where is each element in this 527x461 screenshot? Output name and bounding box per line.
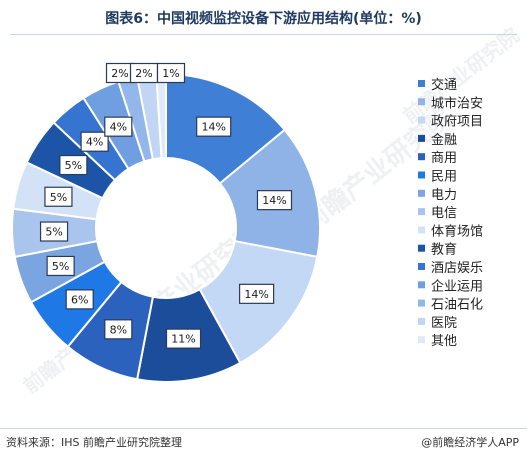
slice-label-box [46,255,75,277]
slice-value-label: 4% [110,121,127,134]
legend-swatch [418,226,425,234]
legend-swatch [418,171,425,179]
legend-label: 交通 [431,77,457,93]
legend-swatch [418,153,425,161]
legend-swatch [418,189,425,197]
slice-value-label: 5% [52,260,69,273]
legend-label: 酒店娱乐 [431,261,483,276]
footer-divider [0,428,527,429]
legend-label: 电信 [431,206,457,221]
slice-value-label: 6% [71,293,88,306]
legend-label: 商用 [431,151,457,166]
legend-swatch [418,263,425,270]
legend-label: 民用 [431,170,457,185]
slice-value-label: 4% [86,136,103,149]
legend-swatch [418,299,425,307]
legend-swatch [418,116,425,124]
slice-label-box [44,186,73,207]
legend-label: 城市治安 [431,95,483,111]
legend-swatch [418,134,425,142]
slice-label-box [104,116,133,137]
legend-label: 体育场馆 [431,223,483,239]
slice-label-box [196,116,232,137]
legend-swatch [418,281,425,289]
slice-value-label: 2% [135,67,152,80]
slice-label-box [59,154,88,176]
legend-label: 企业运用 [431,278,483,294]
slice-label-box [104,319,133,340]
slice-value-label: 8% [110,323,127,336]
legend-swatch [418,336,425,344]
title-divider [10,34,517,35]
slice-label-box [239,283,275,304]
legend-label: 其他 [431,334,457,349]
slice-label-box [156,62,186,84]
legend-swatch [418,98,425,106]
donut-chart: 14% 14% 14% 11% 8% 6% 5% 5% 5% 5% 4% 4% 2% 2% 1% 交通城市治… [11,62,483,383]
legend-label: 金融 [431,132,457,148]
slice-label-box [256,190,293,211]
legend-label: 医院 [431,316,457,331]
slice-value-label: 14% [262,194,286,207]
slice-value-label: 5% [45,226,62,239]
slice-value-label: 5% [65,159,82,172]
legend-label: 电力 [431,188,457,203]
slice-label-box [39,221,69,242]
slice-label-box [65,289,94,310]
slice-value-label: 14% [201,121,225,134]
slice-value-label: 2% [111,67,128,80]
slice-labels-group: 14% 14% 14% 11% 8% 6% 5% 5% 5% 5% 4% 4% 2% 2% 1% [39,62,293,349]
legend-label: 教育 [431,242,457,258]
legend-swatch [418,208,425,216]
slice-value-label: 5% [50,191,67,204]
slice-label-box [80,131,109,152]
slice-value-label: 1% [162,67,179,80]
source-note: 资料来源：IHS 前瞻产业研究院整理 [6,436,182,449]
slice-value-label: 11% [171,333,195,346]
legend-label: 政府项目 [431,115,483,130]
legend-swatch [418,80,425,87]
legend-swatch [418,244,425,252]
legend: 交通城市治安政府项目金融商用民用电力电信体育场馆教育酒店娱乐企业运用石油石化医院… [418,77,483,349]
slice-label-box [165,328,202,349]
legend-swatch [418,317,425,325]
legend-label: 石油石化 [431,298,483,313]
brand-credit: @前瞻经济学人APP [421,436,519,449]
slice-value-label: 14% [244,288,268,301]
chart-title: 图表6：中国视频监控设备下游应用结构(单位：%) [105,11,422,27]
